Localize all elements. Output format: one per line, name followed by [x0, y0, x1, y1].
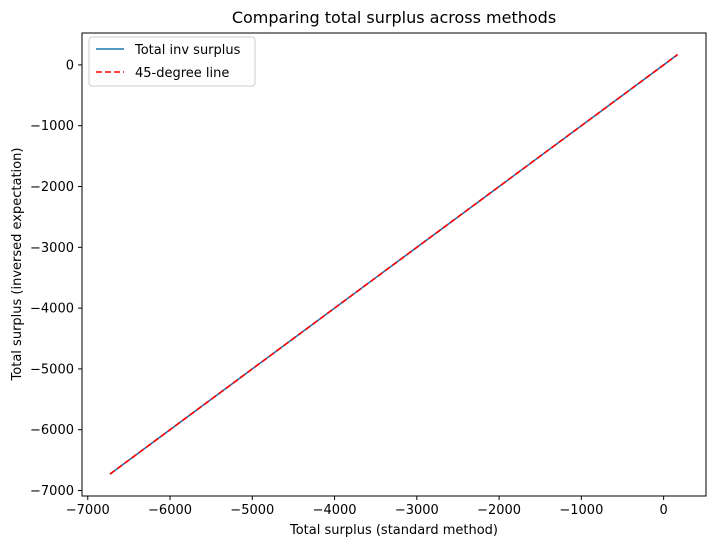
series-line-45-degree-line [109, 53, 679, 475]
legend-label-total-inv-surplus: Total inv surplus [134, 43, 241, 58]
y-axis-label: Total surplus (inversed expectation) [10, 148, 25, 382]
y-tick-label: −7000 [30, 484, 74, 499]
x-tick-label: −3000 [395, 503, 439, 518]
y-tick-label: −4000 [30, 302, 74, 317]
y-axis-ticks: −7000 −6000 −5000 −4000 −3000 −2000 −1000 0 [30, 58, 82, 499]
y-tick-label: 0 [66, 58, 74, 73]
x-tick-label: −1000 [559, 503, 603, 518]
y-tick-label: −3000 [30, 241, 74, 256]
x-axis-ticks: −7000 −6000 −5000 −4000 −3000 −2000 −1000 0 [66, 496, 668, 518]
series-layer [109, 53, 679, 475]
y-tick-label: −1000 [30, 119, 74, 134]
x-tick-label: −6000 [148, 503, 192, 518]
x-tick-label: −7000 [66, 503, 110, 518]
y-tick-label: −5000 [30, 362, 74, 377]
x-tick-label: −4000 [313, 503, 357, 518]
x-tick-label: 0 [659, 503, 667, 518]
x-tick-label: −2000 [477, 503, 521, 518]
chart-title: Comparing total surplus across methods [232, 8, 556, 27]
legend-box [88, 36, 256, 87]
plot-area [81, 32, 707, 497]
legend-label-45-degree-line: 45-degree line [135, 66, 229, 81]
x-tick-label: −5000 [230, 503, 274, 518]
legend: Total inv surplus 45-degree line [88, 36, 256, 87]
y-tick-label: −6000 [30, 423, 74, 438]
y-tick-label: −2000 [30, 180, 74, 195]
x-axis-label: Total surplus (standard method) [289, 523, 498, 538]
